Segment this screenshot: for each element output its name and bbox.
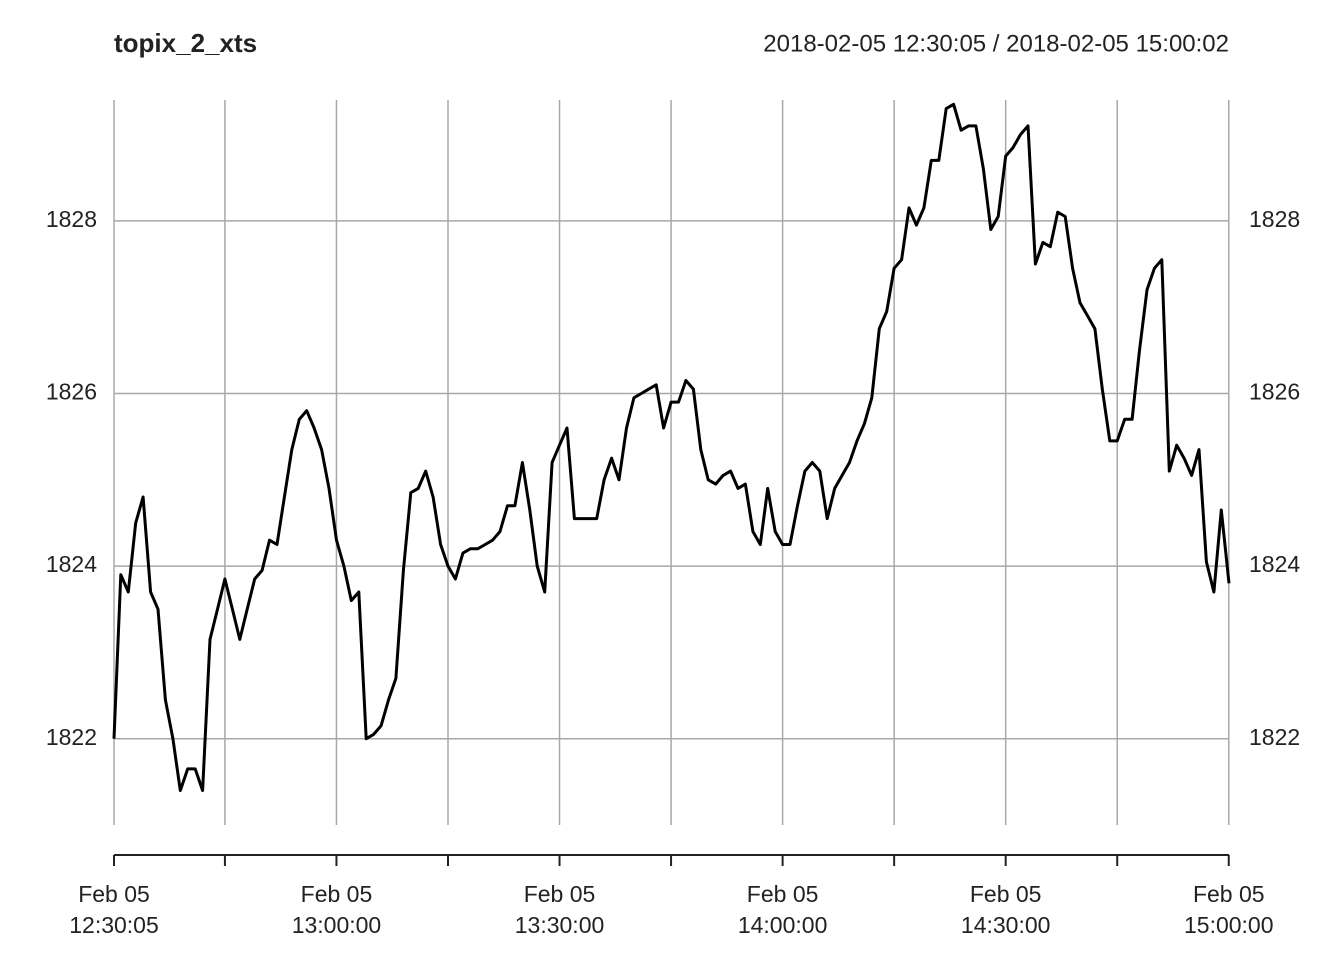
x-tick-label: 15:00:00 (1184, 912, 1274, 938)
chart-subtitle: 2018-02-05 12:30:05 / 2018-02-05 15:00:0… (763, 30, 1229, 57)
x-tick-label: 12:30:05 (69, 912, 159, 938)
x-tick-label: 14:00:00 (738, 912, 828, 938)
y-tick-label: 1826 (46, 379, 97, 405)
chart-title: topix_2_xts (114, 28, 257, 58)
x-tick-label: 14:30:00 (961, 912, 1051, 938)
y-tick-label: 1822 (1249, 724, 1300, 750)
y-tick-label: 1828 (46, 206, 97, 232)
x-tick-label: Feb 05 (524, 881, 596, 907)
y-tick-label: 1824 (46, 551, 97, 577)
x-tick-label: Feb 05 (78, 881, 150, 907)
price-line (112, 102, 1231, 792)
x-tick-label: 13:00:00 (292, 912, 382, 938)
x-tick-label: Feb 05 (1193, 881, 1265, 907)
x-tick-label: Feb 05 (301, 881, 373, 907)
y-tick-label: 1822 (46, 724, 97, 750)
y-tick-label: 1824 (1249, 551, 1300, 577)
x-tick-label: Feb 05 (747, 881, 819, 907)
y-tick-label: 1828 (1249, 206, 1300, 232)
x-tick-label: 13:30:00 (515, 912, 605, 938)
x-tick-label: Feb 05 (970, 881, 1042, 907)
y-tick-label: 1826 (1249, 379, 1300, 405)
